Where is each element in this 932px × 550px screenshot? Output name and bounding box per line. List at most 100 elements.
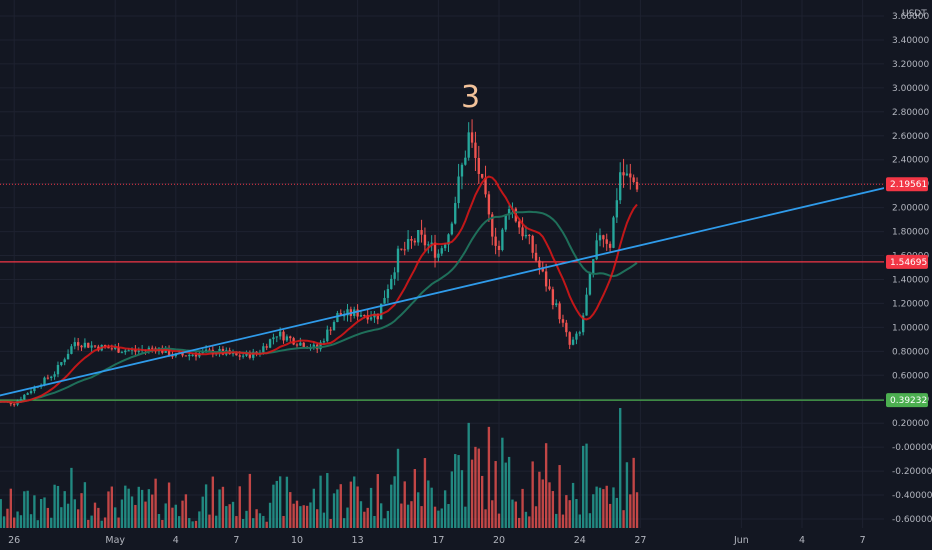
candle-body (457, 176, 460, 204)
volume-bar (238, 486, 241, 528)
volume-bar (625, 462, 629, 528)
volume-bar (194, 520, 198, 528)
volume-bar (184, 494, 188, 528)
candle-body (326, 329, 329, 342)
volume-bar (501, 437, 504, 528)
volume-bar (504, 462, 507, 528)
volume-bar (73, 499, 76, 528)
candle-body (208, 349, 211, 351)
candle-body (541, 267, 544, 272)
volume-bar (417, 492, 420, 528)
volume-bar (423, 458, 427, 528)
volume-bar (514, 501, 518, 528)
candle-body (491, 214, 494, 237)
candle-body (73, 342, 76, 347)
volume-bar (33, 495, 36, 528)
volume-bar (110, 486, 114, 528)
volume-bar (369, 487, 373, 528)
volume-bar (309, 502, 312, 528)
candle-body (383, 297, 386, 304)
volume-bar (477, 448, 480, 528)
candle-body (440, 248, 443, 254)
time-tick-label: 13 (352, 535, 364, 546)
candle-body (252, 351, 255, 358)
time-tick-label: 26 (8, 535, 20, 546)
candle-body (538, 260, 541, 268)
candle-body (188, 354, 191, 357)
candle-body (90, 345, 93, 348)
candle-body (137, 350, 140, 352)
candle-body (622, 172, 625, 176)
candle-body (130, 349, 134, 351)
resistance-tag (886, 254, 928, 269)
volume-bar (373, 515, 376, 528)
volume-bar (386, 510, 390, 528)
candle-body (433, 242, 437, 258)
candle-body (43, 377, 46, 385)
volume-bar (87, 519, 90, 528)
volume-bar (487, 426, 491, 528)
volume-bar (114, 507, 117, 528)
volume-bar (346, 507, 349, 528)
candle-body (19, 399, 23, 401)
volume-bar (167, 482, 171, 528)
candle-body (93, 345, 97, 347)
volume-bar (544, 443, 548, 528)
volume-bar (359, 501, 363, 528)
volume-bar (134, 504, 137, 528)
volume-bars (0, 408, 639, 528)
candle-body (588, 273, 592, 295)
volume-bar (107, 491, 110, 528)
volume-bar (248, 473, 252, 528)
volume-bar (265, 521, 268, 528)
volume-bar (262, 515, 265, 528)
time-tick-label: 7 (233, 535, 239, 546)
candle-body (450, 223, 454, 235)
volume-bar (541, 479, 544, 528)
time-axis[interactable]: 26 May 4 7 10 13 17 20 24 27 Jun 4 7 (0, 528, 932, 550)
time-tick-label: 24 (574, 535, 586, 546)
volume-bar (53, 484, 56, 528)
candle-body (363, 315, 366, 317)
candle-body (400, 248, 403, 250)
volume-bar (464, 506, 467, 528)
candle-body (191, 354, 194, 356)
volume-bar (13, 517, 16, 528)
trendline-layer[interactable] (0, 182, 904, 397)
price-tick-label: 0.60000 (892, 371, 929, 381)
volume-bar (278, 476, 282, 528)
candle-body (635, 182, 639, 190)
price-tick-label: 0.80000 (892, 347, 929, 357)
volume-bar (268, 502, 272, 528)
volume-bar (342, 518, 346, 528)
volume-bar (191, 521, 194, 528)
candle-body (585, 294, 588, 316)
candle-body (534, 252, 538, 261)
candle-body (608, 243, 612, 248)
volume-bar (6, 508, 9, 528)
candle-body (443, 244, 447, 249)
candle-body (346, 309, 349, 316)
volume-bar (619, 408, 622, 528)
support-tag (886, 393, 928, 408)
candle-body (248, 352, 252, 358)
volume-bar (595, 486, 598, 528)
resistance-tag-label: 1.54695 (890, 258, 927, 268)
volume-bar (551, 491, 555, 528)
candle-body (181, 352, 184, 356)
volume-bar (50, 517, 53, 528)
volume-bar (632, 457, 635, 528)
volume-bar (97, 507, 100, 528)
volume-bar (568, 500, 571, 528)
volume-bar (80, 493, 83, 528)
candle-body (66, 353, 70, 360)
volume-bar (558, 465, 561, 528)
volume-bar (534, 506, 538, 528)
candle-body (107, 346, 110, 349)
volume-bar (76, 509, 80, 528)
candle-body (235, 352, 238, 356)
volume-bar (524, 511, 528, 528)
price-axis[interactable]: 3.60000 3.40000 3.20000 3.00000 2.80000 2.600… (884, 0, 932, 550)
volume-bar (521, 488, 524, 528)
